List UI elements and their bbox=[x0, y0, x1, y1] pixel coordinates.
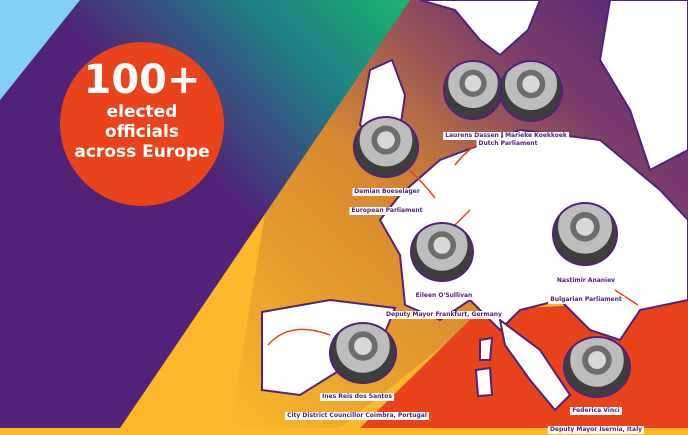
headline-line: elected bbox=[106, 102, 178, 122]
headline-line: officials bbox=[105, 122, 179, 142]
portrait-laurens-dassen bbox=[443, 60, 503, 120]
official-role: City District Councillor Coimbra, Portug… bbox=[285, 412, 429, 420]
official-name: Eileen O'Sullivan bbox=[413, 292, 475, 300]
europe-land bbox=[261, 0, 688, 412]
portrait-ines-reis-dos-santos bbox=[329, 322, 397, 384]
official-name: Damian Boeselager bbox=[352, 188, 422, 196]
official-name: Ines Reis dos Santos bbox=[320, 393, 394, 401]
official-name: Laurens Dassen bbox=[443, 132, 501, 140]
portrait-federica-vinci bbox=[563, 336, 631, 398]
portrait-damian-boeselager bbox=[353, 116, 419, 178]
portrait-eileen-osullivan bbox=[410, 222, 474, 282]
headline-line: across Europe bbox=[74, 142, 210, 162]
headline-badge: 100+ elected officials across Europe bbox=[60, 42, 224, 206]
official-role: Dutch Parliament bbox=[476, 140, 540, 148]
portrait-nastimir-ananiev bbox=[552, 202, 618, 266]
official-role: Deputy Mayor Isernia, Italy bbox=[547, 426, 645, 434]
official-name: Marieke Koekkoek bbox=[503, 132, 569, 140]
official-name: Federica Vinci bbox=[570, 407, 622, 415]
portrait-marieke-koekkoek bbox=[499, 60, 563, 122]
official-name: Nastimir Ananiev bbox=[554, 277, 618, 285]
official-role: European Parliament bbox=[349, 207, 425, 215]
headline-number: 100+ bbox=[83, 57, 201, 103]
official-role: Deputy Mayor Frankfurt, Germany bbox=[384, 311, 504, 319]
official-role: Bulgarian Parliament bbox=[548, 296, 624, 304]
